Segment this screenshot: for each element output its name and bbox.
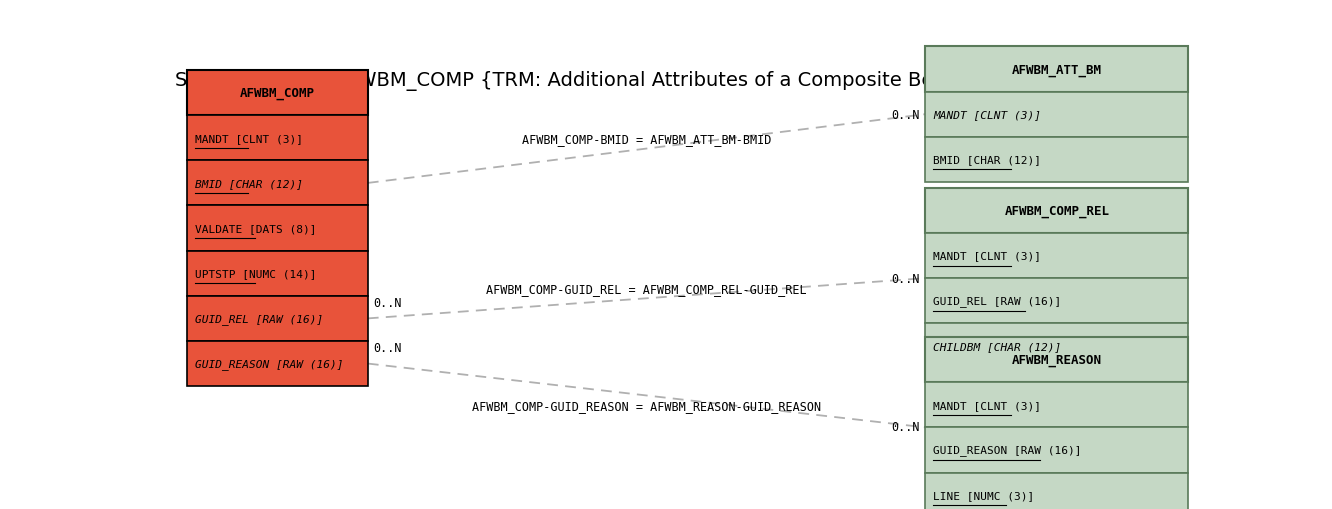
Text: GUID_REASON [RAW (16)]: GUID_REASON [RAW (16)] xyxy=(196,358,344,370)
FancyBboxPatch shape xyxy=(926,93,1188,137)
FancyBboxPatch shape xyxy=(186,296,368,342)
Text: GUID_REASON [RAW (16)]: GUID_REASON [RAW (16)] xyxy=(934,445,1082,456)
Text: MANDT [CLNT (3)]: MANDT [CLNT (3)] xyxy=(934,251,1042,261)
Text: AFWBM_COMP-GUID_REASON = AFWBM_REASON-GUID_REASON: AFWBM_COMP-GUID_REASON = AFWBM_REASON-GU… xyxy=(472,399,821,412)
Text: CHILDBM [CHAR (12)]: CHILDBM [CHAR (12)] xyxy=(934,341,1062,351)
Text: AFWBM_COMP-GUID_REL = AFWBM_COMP_REL-GUID_REL: AFWBM_COMP-GUID_REL = AFWBM_COMP_REL-GUI… xyxy=(486,282,807,295)
Text: BMID [CHAR (12)]: BMID [CHAR (12)] xyxy=(934,155,1042,165)
FancyBboxPatch shape xyxy=(186,251,368,296)
Text: 0..N: 0..N xyxy=(891,109,920,122)
FancyBboxPatch shape xyxy=(926,382,1188,428)
Text: LINE [NUMC (3)]: LINE [NUMC (3)] xyxy=(934,490,1035,500)
Text: UPTSTP [NUMC (14)]: UPTSTP [NUMC (14)] xyxy=(196,269,317,279)
Text: 0..N: 0..N xyxy=(373,296,401,309)
FancyBboxPatch shape xyxy=(926,234,1188,278)
Text: GUID_REL [RAW (16)]: GUID_REL [RAW (16)] xyxy=(934,296,1062,306)
FancyBboxPatch shape xyxy=(926,137,1188,183)
Text: AFWBM_REASON: AFWBM_REASON xyxy=(1012,353,1102,366)
FancyBboxPatch shape xyxy=(186,206,368,251)
FancyBboxPatch shape xyxy=(186,342,368,386)
FancyBboxPatch shape xyxy=(926,337,1188,382)
FancyBboxPatch shape xyxy=(926,428,1188,472)
FancyBboxPatch shape xyxy=(926,472,1188,509)
FancyBboxPatch shape xyxy=(926,188,1188,234)
Text: MANDT [CLNT (3)]: MANDT [CLNT (3)] xyxy=(934,400,1042,410)
FancyBboxPatch shape xyxy=(186,71,368,116)
FancyBboxPatch shape xyxy=(926,278,1188,324)
Text: GUID_REL [RAW (16)]: GUID_REL [RAW (16)] xyxy=(196,314,324,324)
Text: MANDT [CLNT (3)]: MANDT [CLNT (3)] xyxy=(196,133,304,144)
Text: AFWBM_ATT_BM: AFWBM_ATT_BM xyxy=(1012,64,1102,76)
Text: AFWBM_COMP: AFWBM_COMP xyxy=(240,87,314,100)
FancyBboxPatch shape xyxy=(926,47,1188,93)
Text: 0..N: 0..N xyxy=(891,420,920,434)
Text: VALDATE [DATS (8)]: VALDATE [DATS (8)] xyxy=(196,223,317,234)
Text: 0..N: 0..N xyxy=(891,272,920,286)
Text: 0..N: 0..N xyxy=(373,341,401,354)
FancyBboxPatch shape xyxy=(926,324,1188,369)
Text: SAP ABAP table AFWBM_COMP {TRM: Additional Attributes of a Composite Benchmark}: SAP ABAP table AFWBM_COMP {TRM: Addition… xyxy=(174,71,1031,91)
Text: MANDT [CLNT (3)]: MANDT [CLNT (3)] xyxy=(934,110,1042,120)
Text: BMID [CHAR (12)]: BMID [CHAR (12)] xyxy=(196,179,304,188)
Text: AFWBM_COMP_REL: AFWBM_COMP_REL xyxy=(1004,205,1110,217)
Text: AFWBM_COMP-BMID = AFWBM_ATT_BM-BMID: AFWBM_COMP-BMID = AFWBM_ATT_BM-BMID xyxy=(522,133,771,146)
FancyBboxPatch shape xyxy=(186,116,368,161)
FancyBboxPatch shape xyxy=(186,161,368,206)
